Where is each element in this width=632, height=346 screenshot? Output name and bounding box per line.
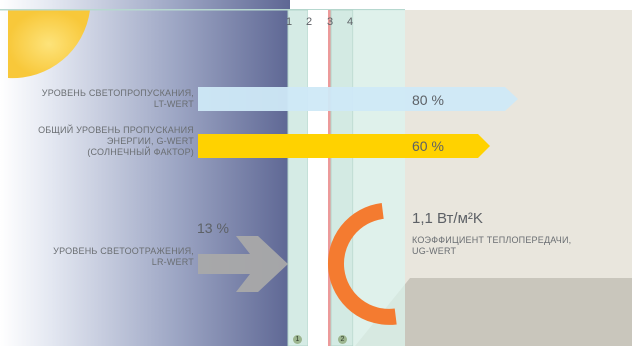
- lt-label: УРОВЕНЬ СВЕТОПРОПУСКАНИЯ, LT-WERT: [41, 88, 194, 109]
- glass-badge-1: 1: [293, 335, 302, 344]
- pane-number-4: 4: [347, 16, 354, 28]
- pane-number-1: 1: [286, 16, 293, 28]
- room-floor: [355, 278, 632, 346]
- heat-arc: [328, 202, 397, 325]
- top-frame-line: [0, 9, 405, 11]
- lr-arrow: [198, 236, 288, 292]
- g-label: ОБЩИЙ УРОВЕНЬ ПРОПУСКАНИЯ ЭНЕРГИИ, G-WER…: [38, 125, 194, 157]
- air-gap: [308, 10, 330, 346]
- lt-value: 80 %: [412, 92, 444, 108]
- interior-glass-tint: [353, 10, 405, 346]
- ug-value: 1,1 Вт/м²K: [412, 210, 483, 227]
- glass-pane-1: [287, 9, 309, 346]
- glass-badge-2: 2: [338, 335, 347, 344]
- pane-number-2: 2: [306, 16, 313, 28]
- g-value: 60 %: [412, 138, 444, 154]
- lr-value: 13 %: [197, 220, 229, 236]
- g-arrow: [198, 134, 490, 158]
- sun-icon: [8, 10, 90, 79]
- coating-layer: [328, 10, 331, 346]
- lt-arrow: [198, 87, 518, 111]
- pane-number-3: 3: [327, 16, 334, 28]
- lr-label: УРОВЕНЬ СВЕТООТРАЖЕНИЯ, LR-WERT: [53, 246, 194, 267]
- ug-label: КОЭФФИЦИЕНТ ТЕПЛОПЕРЕДАЧИ, UG-WERT: [412, 235, 572, 256]
